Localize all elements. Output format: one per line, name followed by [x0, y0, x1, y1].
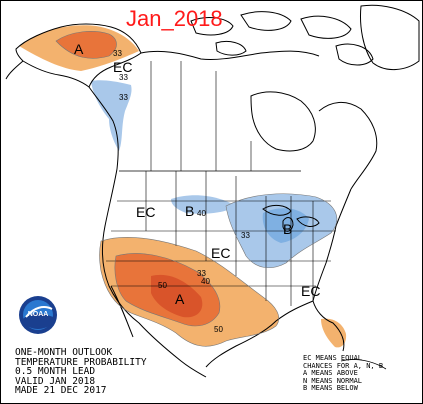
alaska-above-label: A: [74, 41, 84, 57]
caption-line-4: VALID JAN 2018: [15, 375, 96, 387]
west-ec-label: EC: [136, 204, 156, 220]
legend-line-5: B MEANS BELOW: [303, 384, 358, 392]
noaa-logo-icon: NOAA: [19, 296, 57, 334]
legend-line-2: CHANCES FOR A, N, B: [303, 361, 384, 370]
legend: EC MEANS EQUAL CHANCES FOR A, N, B A MEA…: [303, 354, 384, 393]
alaska-contour-label: 33: [113, 49, 122, 58]
legend-line-3: A MEANS ABOVE: [303, 369, 358, 377]
caption-line-1: ONE-MONTH OUTLOOK: [15, 347, 113, 358]
caption-line-3: 0.5 MONTH LEAD: [15, 366, 96, 377]
coastline-outlines: [5, 4, 420, 378]
noaa-logo-text: NOAA: [28, 311, 49, 318]
southern-contour-label-50b: 50: [214, 325, 223, 334]
outlook-caption: ONE-MONTH OUTLOOK TEMPERATURE PROBABILIT…: [15, 348, 147, 396]
southern-contour-label-50: 50: [158, 281, 167, 290]
southern-contour-label-33: 33: [197, 269, 206, 278]
great-lakes-contour-label: 33: [241, 231, 250, 240]
southern-contour-label-40: 40: [201, 277, 210, 286]
pacific-below-region: [91, 80, 132, 151]
southern-above-label: A: [175, 291, 185, 307]
caption-line-2: TEMPERATURE PROBABILITY: [15, 356, 147, 368]
canada-ec-label: EC: [113, 59, 133, 75]
northern-below-label: B: [185, 203, 195, 219]
florida-above-region: [321, 318, 347, 348]
northern-plains-below-region: [171, 195, 236, 214]
great-lakes-below-label: B: [283, 221, 293, 237]
map-title: Jan_2018: [126, 6, 223, 31]
alaska-contour-label-2: 33: [119, 73, 128, 82]
central-ec-label: EC: [211, 245, 231, 261]
legend-line-4: N MEANS NORMAL: [303, 376, 363, 385]
northern-contour-label: 40: [197, 209, 206, 218]
caption-line-5: MADE 21 DEC 2017: [15, 385, 107, 396]
great-lakes-below-strong-region: [262, 208, 309, 243]
canada-contour-label: 33: [119, 93, 128, 102]
probability-contours: [55, 31, 338, 347]
alaska-above-strong-region: [56, 31, 117, 59]
probability-shading: [19, 25, 347, 348]
legend-line-1: EC MEANS EQUAL: [303, 354, 363, 362]
southern-above-strong-region: [151, 274, 203, 318]
southeast-ec-label: EC: [301, 283, 321, 299]
